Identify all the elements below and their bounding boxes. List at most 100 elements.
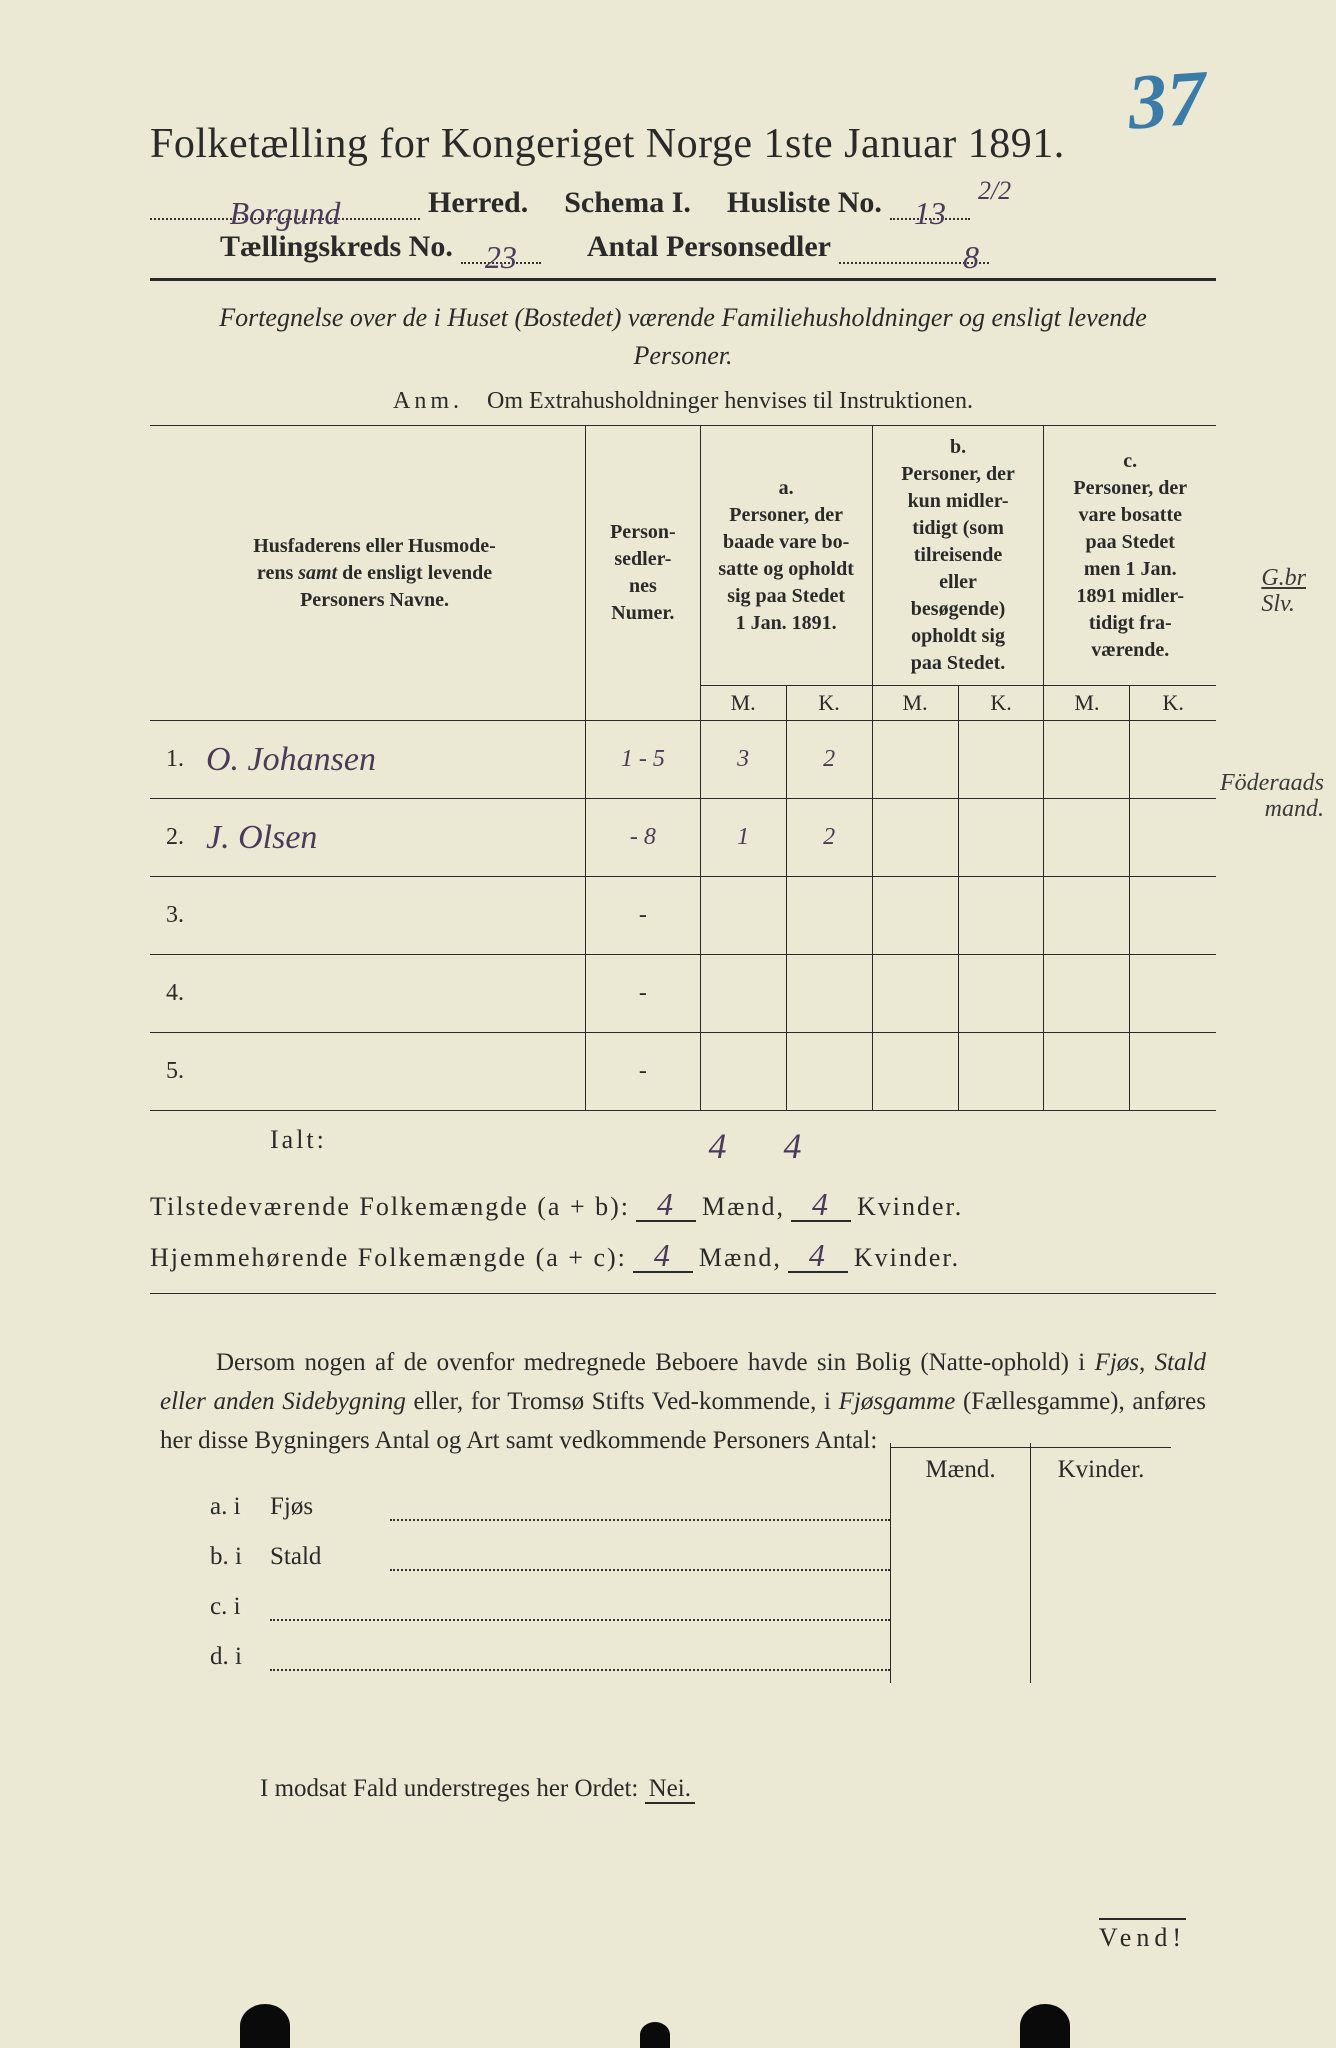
cell-cm	[1044, 877, 1130, 955]
husliste-label: Husliste No.	[727, 186, 882, 220]
census-form-page: 37 Folketælling for Kongeriget Norge 1st…	[0, 0, 1336, 2048]
totals-section: Ialt: 4 4 Tilstedeværende Folkemængde (a…	[150, 1125, 1216, 1273]
col-c-header: c. Personer, dervare bosattepaa Stedetme…	[1044, 426, 1216, 686]
margin-note-row2: Föderaadsmand.	[1220, 770, 1324, 823]
col-a-m: M.	[700, 686, 786, 721]
cell-cm	[1044, 799, 1130, 877]
col-a-k: K.	[786, 686, 872, 721]
header-line-kreds: Tællingskreds No. 23 Antal Personsedler …	[150, 230, 1216, 264]
sub-col-maend: Mænd.	[891, 1443, 1031, 1683]
cell-bm	[872, 1033, 958, 1111]
cell-ck	[1130, 721, 1216, 799]
cell-ak	[786, 955, 872, 1033]
form-subtitle: Fortegnelse over de i Huset (Bostedet) v…	[180, 299, 1186, 374]
cell-ck	[1130, 1033, 1216, 1111]
resident-k: 4	[809, 1237, 827, 1273]
table-row: 5. -	[150, 1033, 1216, 1111]
cell-cm	[1044, 1033, 1130, 1111]
cell-bm	[872, 721, 958, 799]
col-b-m: M.	[872, 686, 958, 721]
header-line-herred: Borgund Herred. Schema I. Husliste No. 1…	[150, 186, 1216, 220]
row-num: 5.	[150, 1058, 194, 1085]
cell-am: 3	[700, 721, 786, 799]
person-name: O. Johansen	[194, 741, 376, 779]
punch-hole-icon	[640, 2022, 670, 2048]
cell-ak: 2	[786, 721, 872, 799]
building-row: c. i	[210, 1585, 890, 1621]
ialt-label: Ialt:	[150, 1125, 580, 1167]
margin-note-top: G.brSlv.	[1261, 565, 1306, 618]
table-row: 2. J. Olsen - 8 1 2	[150, 799, 1216, 877]
cell-bk	[958, 721, 1044, 799]
col-a-header: a. Personer, derbaade vare bo-satte og o…	[700, 426, 872, 686]
col-c-k: K.	[1130, 686, 1216, 721]
cell-am	[700, 877, 786, 955]
table-row: 3. -	[150, 877, 1216, 955]
husliste-value: 13	[914, 195, 946, 231]
kreds-label: Tællingskreds No.	[220, 230, 453, 264]
punch-hole-icon	[240, 2004, 290, 2048]
col-c-m: M.	[1044, 686, 1130, 721]
cell-ck	[1130, 877, 1216, 955]
punch-hole-icon	[1020, 2004, 1070, 2048]
cell-bm	[872, 877, 958, 955]
building-row: a. i Fjøs	[210, 1485, 890, 1521]
present-k: 4	[812, 1186, 830, 1222]
anm-note: Anm. Om Extrahusholdninger henvises til …	[150, 388, 1216, 415]
cell-ck	[1130, 799, 1216, 877]
row-num: 4.	[150, 980, 194, 1007]
numer-cell: -	[586, 1033, 701, 1111]
cell-ak: 2	[786, 799, 872, 877]
row-num: 2.	[150, 824, 194, 851]
numer-cell: -	[586, 955, 701, 1033]
cell-ak	[786, 877, 872, 955]
sub-col-kvinder: Kvinder.	[1031, 1443, 1171, 1683]
building-row: b. i Stald	[210, 1535, 890, 1571]
col-b-header: b. Personer, derkun midler-tidigt (somti…	[872, 426, 1044, 686]
census-table: Husfaderens eller Husmode-rens samt de e…	[150, 425, 1216, 1111]
building-table: a. i Fjøs b. i Stald c. i d. i Mænd.	[210, 1485, 1216, 1725]
kreds-value: 23	[485, 239, 517, 275]
herred-label: Herred.	[428, 186, 528, 220]
cell-am	[700, 1033, 786, 1111]
cell-bk	[958, 955, 1044, 1033]
numer-cell: - 8	[586, 799, 701, 877]
ialt-am: 4	[680, 1125, 755, 1167]
cell-bk	[958, 877, 1044, 955]
form-title: Folketælling for Kongeriget Norge 1ste J…	[150, 120, 1216, 168]
cell-bk	[958, 1033, 1044, 1111]
table-row: 4. -	[150, 955, 1216, 1033]
anm-text: Om Extrahusholdninger henvises til Instr…	[487, 388, 973, 414]
ialt-ak: 4	[755, 1125, 830, 1167]
row-num: 3.	[150, 902, 194, 929]
cell-am	[700, 955, 786, 1033]
cell-am: 1	[700, 799, 786, 877]
herred-value: Borgund	[230, 195, 341, 231]
vend-label: Vend!	[1099, 1918, 1186, 1953]
cell-bk	[958, 799, 1044, 877]
husliste-suffix: 2/2	[978, 176, 1011, 206]
col-numer-header: Person-sedler-nesNumer.	[586, 426, 701, 721]
table-row: 1. O. Johansen 1 - 5 3 2	[150, 721, 1216, 799]
col-b-k: K.	[958, 686, 1044, 721]
nei-line: I modsat Fald understreges her Ordet: Ne…	[260, 1775, 1216, 1803]
divider	[150, 1293, 1216, 1294]
building-row: d. i	[210, 1635, 890, 1671]
person-name: J. Olsen	[194, 819, 317, 857]
cell-cm	[1044, 721, 1130, 799]
cell-ck	[1130, 955, 1216, 1033]
nei-word: Nei.	[645, 1775, 695, 1804]
present-m: 4	[657, 1186, 675, 1222]
antal-value: 8	[963, 239, 979, 275]
divider	[150, 278, 1216, 281]
col-names-header: Husfaderens eller Husmode-rens samt de e…	[150, 426, 586, 721]
cell-bm	[872, 799, 958, 877]
cell-bm	[872, 955, 958, 1033]
numer-cell: 1 - 5	[586, 721, 701, 799]
row-num: 1.	[150, 746, 194, 773]
numer-cell: -	[586, 877, 701, 955]
total-resident: Hjemmehørende Folkemængde (a + c): 4 Mæn…	[150, 1234, 1216, 1273]
antal-label: Antal Personsedler	[587, 230, 831, 264]
anm-label: Anm.	[393, 388, 463, 414]
cell-ak	[786, 1033, 872, 1111]
